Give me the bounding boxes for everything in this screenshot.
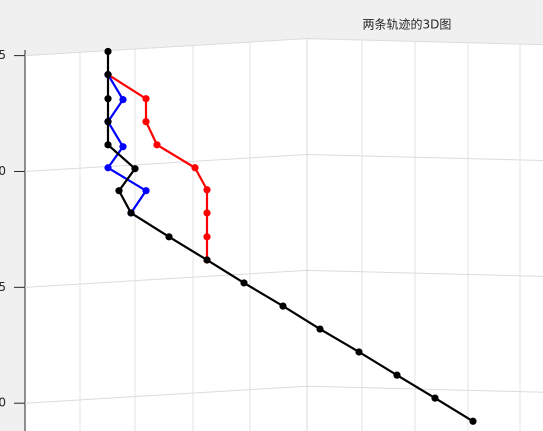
series-point <box>431 394 439 402</box>
series-point <box>469 417 477 425</box>
series-point <box>203 186 211 194</box>
series-point <box>279 302 287 310</box>
series-point <box>165 233 173 241</box>
series-point <box>115 187 123 195</box>
series-point <box>119 143 127 151</box>
series-point <box>104 47 112 56</box>
series-point <box>127 209 135 217</box>
series-point <box>203 256 211 264</box>
series-point <box>355 348 363 356</box>
y-tick-label: 5 <box>0 48 6 62</box>
grid-line <box>24 153 543 172</box>
y-tick-label: 5 <box>0 280 6 294</box>
series-point <box>104 164 112 172</box>
series-point <box>153 141 161 149</box>
series-point <box>142 187 150 195</box>
series-point <box>104 141 112 149</box>
series-point <box>203 209 211 217</box>
y-tick-label: 0 <box>0 164 6 178</box>
series-point <box>316 325 324 333</box>
grid-line <box>24 269 543 288</box>
series-point <box>142 95 150 103</box>
series-point <box>104 118 112 126</box>
series-point <box>104 95 112 103</box>
y-tick-label: 0 <box>0 396 6 410</box>
series-point <box>191 164 199 172</box>
series-point <box>203 233 211 241</box>
vertical-grid <box>79 39 521 431</box>
grid-line <box>24 38 543 57</box>
series-point <box>142 118 150 126</box>
chart-title: 两条轨迹的3D图 <box>363 17 452 32</box>
series-point <box>104 71 112 79</box>
grid-line <box>24 385 543 404</box>
series-point <box>119 96 127 104</box>
series-point <box>131 165 139 173</box>
axes-wall <box>25 39 543 431</box>
series-point <box>393 371 401 379</box>
series-point <box>240 279 248 287</box>
